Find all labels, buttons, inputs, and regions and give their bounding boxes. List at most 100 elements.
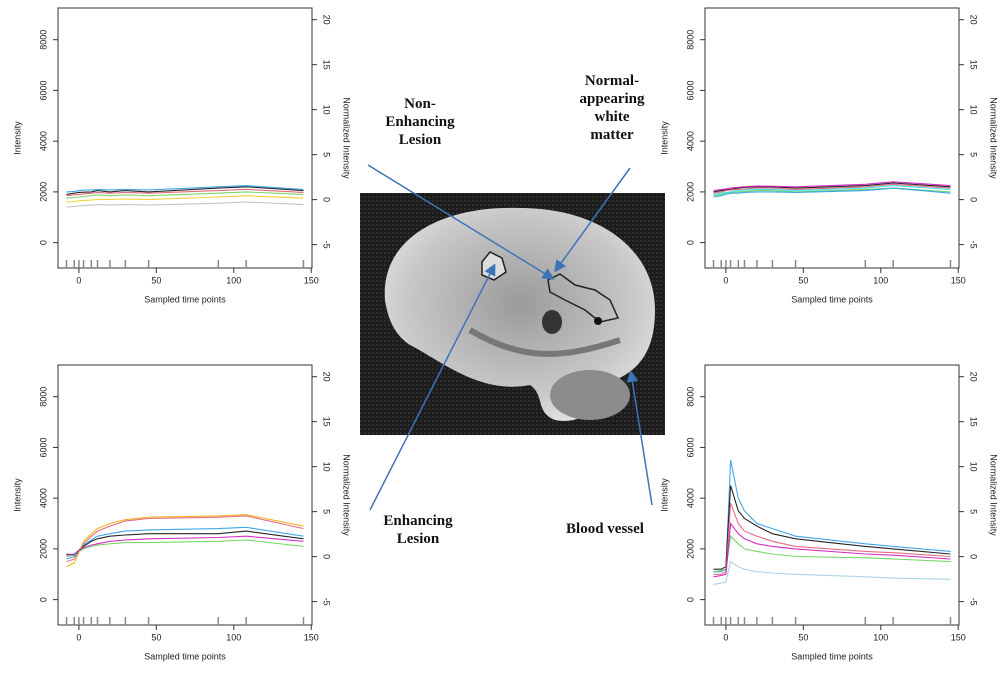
annotation: Non- Enhancing Lesion [385, 96, 455, 148]
plot-frame [704, 7, 960, 269]
y-tick-label: 6000 [38, 80, 48, 100]
y2-tick-label: 15 [969, 60, 979, 70]
x-tick-label: 50 [798, 275, 808, 285]
chart-panel: 0 2000 4000 6000 8000 -5 0 5 10 15 20 0 50 100 150 Samp… [659, 7, 999, 304]
series-line [713, 185, 951, 195]
series-line [713, 187, 951, 198]
annotation-line: matter [590, 127, 634, 143]
x-tick-label: 100 [873, 632, 888, 642]
x-tick-label: 50 [151, 275, 161, 285]
y2-tick-label: 5 [969, 509, 979, 514]
mri-image [360, 193, 665, 435]
x-tick-label: 150 [304, 275, 319, 285]
y-tick-label: 8000 [685, 30, 695, 50]
series-line [713, 503, 951, 575]
y-tick-label: 2000 [38, 539, 48, 559]
arrows [367, 164, 653, 511]
y2-axis-label: Normalized Intensity [342, 454, 352, 536]
plot-frame [57, 7, 313, 269]
y2-tick-label: 20 [969, 372, 979, 382]
series-line [66, 535, 304, 556]
y-tick-label: 6000 [685, 437, 695, 457]
y2-tick-label: 0 [969, 554, 979, 559]
series-line [66, 186, 304, 195]
plot-frame [704, 364, 960, 626]
x-tick-label: 0 [723, 632, 728, 642]
annotation-line: appearing [579, 91, 645, 107]
series-line [713, 535, 951, 573]
x-tick-label: 150 [951, 632, 966, 642]
y-tick-label: 0 [685, 240, 695, 245]
y2-axis-label: Normalized Intensity [989, 97, 999, 179]
y-tick-label: 8000 [38, 387, 48, 407]
y2-tick-label: 20 [322, 15, 332, 25]
y-axis-label: Intensity [12, 478, 22, 512]
y-tick-label: 0 [38, 597, 48, 602]
y2-tick-label: 5 [322, 152, 332, 157]
y2-tick-label: -5 [969, 241, 979, 249]
series-line [66, 201, 304, 208]
y-tick-label: 4000 [685, 488, 695, 508]
x-tick-label: 50 [798, 632, 808, 642]
y2-axis-label: Normalized Intensity [342, 97, 352, 179]
annotation-line: Lesion [399, 132, 442, 148]
y2-tick-label: 5 [969, 152, 979, 157]
y-tick-label: 0 [685, 597, 695, 602]
y-tick-label: 4000 [685, 131, 695, 151]
series-line [713, 459, 951, 573]
y2-tick-label: -5 [322, 598, 332, 606]
x-tick-label: 150 [951, 275, 966, 285]
y2-tick-label: 0 [322, 197, 332, 202]
x-tick-label: 0 [723, 275, 728, 285]
y-tick-label: 0 [38, 240, 48, 245]
x-axis-label: Sampled time points [791, 294, 873, 304]
annotation: Normal-appearing white matter [579, 73, 645, 143]
y2-tick-label: 0 [969, 197, 979, 202]
y-tick-label: 2000 [685, 182, 695, 202]
x-axis-label: Sampled time points [144, 294, 226, 304]
series-line [713, 522, 951, 578]
y2-tick-label: -5 [969, 598, 979, 606]
y-tick-label: 2000 [38, 182, 48, 202]
annotation: Enhancing Lesion [383, 513, 453, 547]
y2-tick-label: 5 [322, 509, 332, 514]
x-axis-label: Sampled time points [144, 651, 226, 661]
annotation-line: Non- [404, 96, 436, 112]
chart-panel: 0 2000 4000 6000 8000 -5 0 5 10 15 20 0 50 100 150 Samp… [12, 7, 352, 304]
y-tick-label: 6000 [38, 437, 48, 457]
y2-tick-label: 15 [969, 417, 979, 427]
series-line [713, 181, 951, 192]
y2-tick-label: -5 [322, 241, 332, 249]
x-tick-label: 0 [76, 275, 81, 285]
annotation-line: Enhancing [385, 114, 455, 130]
y2-tick-label: 20 [969, 15, 979, 25]
series-line [713, 183, 951, 194]
annotation-line: Enhancing [383, 513, 453, 529]
y2-tick-label: 10 [322, 105, 332, 115]
y-tick-label: 8000 [38, 30, 48, 50]
x-tick-label: 0 [76, 632, 81, 642]
series-line [66, 185, 304, 193]
series-line [66, 195, 304, 203]
y2-tick-label: 10 [322, 462, 332, 472]
y2-tick-label: 10 [969, 462, 979, 472]
series-line [713, 485, 951, 570]
y-tick-label: 4000 [38, 131, 48, 151]
annotation: Blood vessel [566, 521, 644, 537]
y2-axis-label: Normalized Intensity [989, 454, 999, 536]
annotation-line: white [595, 109, 630, 125]
y2-tick-label: 20 [322, 372, 332, 382]
series-line [713, 182, 951, 193]
chart-panel: 0 2000 4000 6000 8000 -5 0 5 10 15 20 0 50 100 150 Samp… [12, 364, 352, 661]
x-tick-label: 150 [304, 632, 319, 642]
series-line [66, 191, 304, 199]
y-axis-label: Intensity [12, 121, 22, 155]
annotation-line: Normal- [585, 73, 639, 89]
y2-tick-label: 15 [322, 417, 332, 427]
annotation-line: Lesion [397, 531, 440, 547]
annotation-line: Blood vessel [566, 521, 644, 537]
series-line [66, 514, 304, 568]
y-tick-label: 8000 [685, 387, 695, 407]
series-line [66, 188, 304, 197]
